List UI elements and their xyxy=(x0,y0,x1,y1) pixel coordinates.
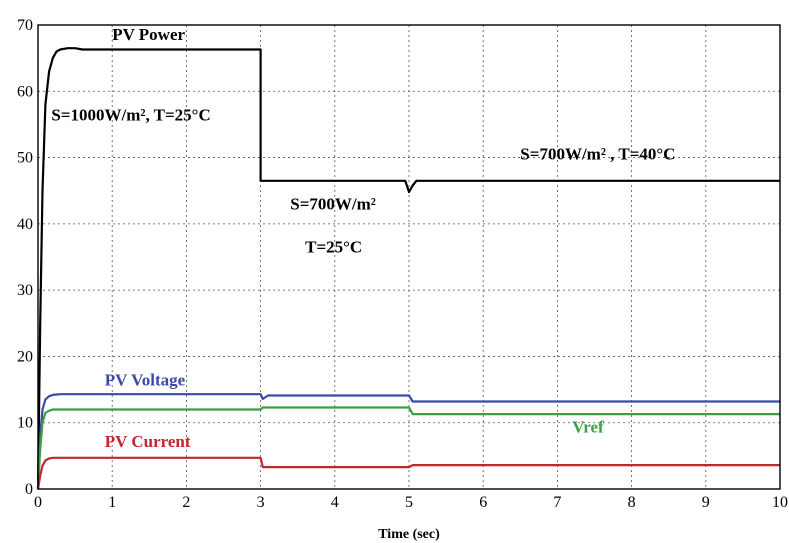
y-tick-label: 0 xyxy=(25,481,33,498)
x-tick-label: 8 xyxy=(628,494,636,511)
x-tick-label: 4 xyxy=(331,494,339,511)
series-line-vref xyxy=(36,406,780,490)
y-tick-label: 60 xyxy=(17,83,33,100)
x-tick-label: 1 xyxy=(108,494,116,511)
annotation-label: S=700W/m² , T=40°C xyxy=(520,145,675,164)
x-tick-label: 7 xyxy=(553,494,561,511)
x-tick-label: 2 xyxy=(182,494,190,511)
y-tick-label: 30 xyxy=(17,282,33,299)
y-tick-label: 70 xyxy=(17,17,33,34)
y-tick-label: 40 xyxy=(17,216,33,233)
grid xyxy=(38,25,780,489)
y-tick-label: 10 xyxy=(17,415,33,432)
plot-frame xyxy=(37,24,781,490)
x-tick-label: 6 xyxy=(479,494,487,511)
x-tick-label: 10 xyxy=(772,494,788,511)
annotation-label: T=25°C xyxy=(305,237,362,256)
annotation-label: PV Power xyxy=(112,25,185,44)
y-tick-label: 20 xyxy=(17,348,33,365)
annotation-label: Vref xyxy=(572,418,604,437)
annotations: PV Power S=1000W/m², T=25°C S=700W/m² , T=… xyxy=(51,25,675,451)
series-line-pv-voltage xyxy=(36,393,780,490)
x-tick-label: 0 xyxy=(34,494,42,511)
x-tick-label: 3 xyxy=(257,494,265,511)
y-axis-ticks: 0 10 20 30 40 50 60 70 xyxy=(17,17,33,498)
y-tick-label: 50 xyxy=(17,150,33,167)
series-line-pv-current xyxy=(36,456,780,490)
annotation-label: S=1000W/m², T=25°C xyxy=(51,105,210,124)
series-lines xyxy=(36,47,780,490)
series-line-pv-power xyxy=(36,47,780,490)
x-axis-ticks: 0 1 2 3 4 5 6 7 8 9 10 xyxy=(34,494,788,511)
x-axis-label: Time (sec) xyxy=(378,527,440,542)
annotation-label: PV Voltage xyxy=(105,371,186,390)
x-tick-label: 9 xyxy=(702,494,710,511)
x-tick-label: 5 xyxy=(405,494,413,511)
annotation-label: S=700W/m² xyxy=(290,194,376,213)
annotation-label: PV Current xyxy=(105,432,191,451)
